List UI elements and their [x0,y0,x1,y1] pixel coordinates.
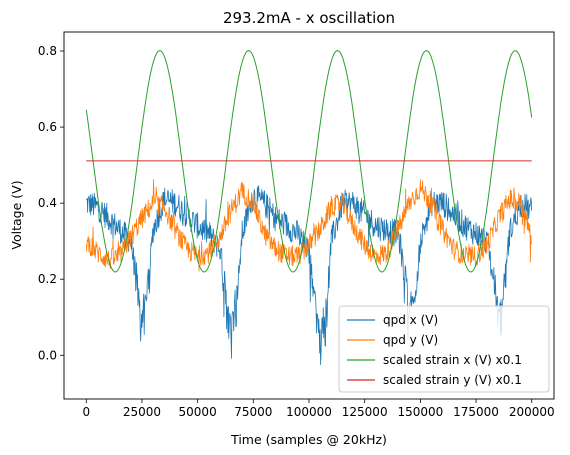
legend-label-qpd-y: qpd y (V) [383,333,438,347]
x-tick-label: 125000 [342,405,388,419]
x-tick-label: 150000 [397,405,443,419]
x-tick-label: 200000 [509,405,555,419]
series-line-qpd-x [85,185,533,365]
legend-label-strain-x: scaled strain x (V) x0.1 [383,353,522,367]
series-layer [85,50,533,365]
x-tick-label: 0 [82,405,90,419]
x-tick-label: 50000 [179,405,217,419]
legend: qpd x (V) qpd y (V) scaled strain x (V) … [338,305,550,393]
legend-box [338,305,550,393]
x-tick-label: 100000 [286,405,332,419]
legend-label-qpd-x: qpd x (V) [383,313,438,327]
y-axis-label: Voltage (V) [9,180,24,249]
y-tick-label: 0.6 [38,120,57,134]
x-tick-label: 75000 [234,405,272,419]
series-line-strain-x [85,50,533,273]
x-tick-label: 25000 [123,405,161,419]
y-tick-label: 0.2 [38,272,57,286]
ticks-layer: 0 25000 50000 75000 100000 125000 150000 175000… [38,44,555,419]
chart-title: 293.2mA - x oscillation [223,9,395,27]
x-axis-label: Time (samples @ 20kHz) [230,432,387,447]
series-line-qpd-y [85,179,533,272]
y-tick-label: 0.0 [38,348,57,362]
x-tick-label: 175000 [453,405,499,419]
legend-label-strain-y: scaled strain y (V) x0.1 [383,373,522,387]
y-tick-label: 0.4 [38,196,57,210]
y-tick-label: 0.8 [38,44,57,58]
